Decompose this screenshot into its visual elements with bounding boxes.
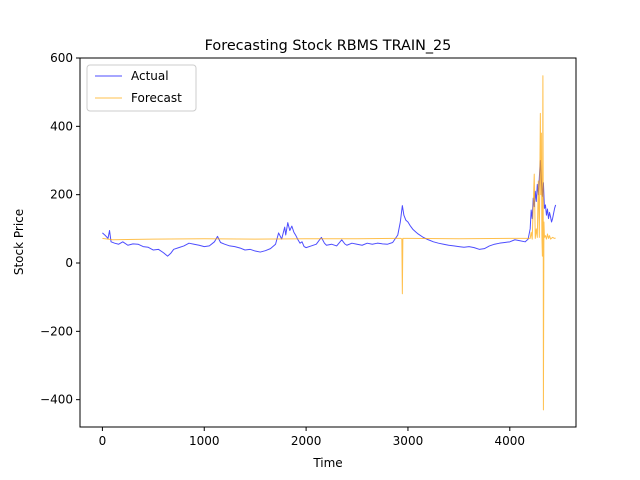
- plot-frame: [79, 57, 577, 428]
- y-axis-label: Stock Price: [12, 209, 26, 275]
- x-axis-label: Time: [312, 456, 342, 470]
- legend-label-actual: Actual: [131, 69, 169, 83]
- y-tick-label: −200: [40, 324, 73, 338]
- x-tick-label: 2000: [291, 434, 322, 448]
- x-tick-label: 1000: [189, 434, 220, 448]
- y-tick-label: −400: [40, 393, 73, 407]
- series-line-forecast: [102, 75, 556, 411]
- x-tick-label: 0: [99, 434, 107, 448]
- x-tick-label: 3000: [393, 434, 424, 448]
- legend-label-forecast: Forecast: [131, 91, 182, 105]
- y-tick-label: 400: [50, 119, 73, 133]
- chart-title: Forecasting Stock RBMS TRAIN_25: [205, 38, 452, 54]
- legend: Actual Forecast: [86, 64, 197, 112]
- y-tick-label: 0: [65, 256, 73, 270]
- x-tick-label: 4000: [495, 434, 526, 448]
- y-tick-label: 200: [50, 188, 73, 202]
- y-tick-label: 600: [50, 51, 73, 65]
